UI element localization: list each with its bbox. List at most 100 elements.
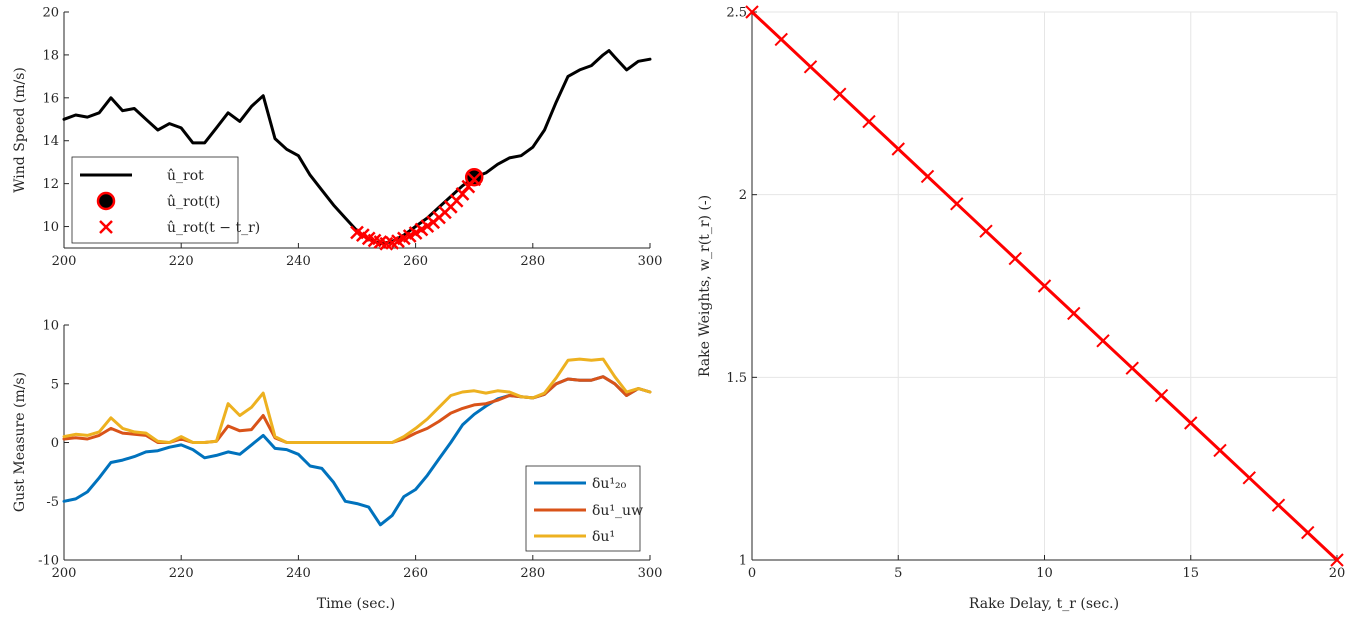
x-tick-label: 240 [286,254,311,269]
marker-stroke [1330,553,1344,567]
data-point-marker [467,172,482,187]
y-tick-label: 20 [42,6,59,21]
marker-stroke [1037,279,1052,293]
x-tick-label: 240 [286,566,311,581]
marker-stroke [803,60,818,74]
data-point-marker [979,224,993,238]
marker-stroke [1213,443,1227,458]
y-tick-label: 0 [51,436,59,451]
y-tick-label: 10 [42,220,59,235]
series-line [62,375,652,444]
data-point-marker [1096,334,1110,348]
rake-weights-plot-area: 0 5 10 15 20 1 1.5 2 2.5 [726,5,1346,581]
marker-stroke [1067,306,1081,321]
marker-stroke [1154,388,1169,403]
marker-stroke [1184,416,1198,430]
legend-marker-swatch [96,191,116,211]
marker-stroke [355,228,370,243]
data-point-marker [1213,443,1227,458]
marker-stroke [745,5,759,19]
x-tick-label: 220 [169,254,194,269]
marker-stroke [1271,498,1286,512]
data-point-marker [891,142,905,156]
rake-delay-xlabel: Rake Delay, t_r (sec.) [969,596,1119,612]
x-tick-label: 5 [894,566,902,581]
series-line [62,357,652,444]
data-point-marker [803,60,818,74]
marker-stroke [1242,471,1256,485]
marker-stroke [367,233,382,248]
data-point-marker [920,169,935,184]
marker-stroke [774,32,788,47]
data-point-marker [950,197,964,211]
marker-stroke [979,224,993,238]
data-point-marker [1330,553,1344,567]
y-tick-label: 1 [739,554,747,569]
legend-cross-swatch [99,220,113,234]
data-point-marker [1271,498,1286,512]
gust-measure-legend: δu¹₂₀ δu¹_uw δu¹ [525,465,643,552]
y-tick-label: 1.5 [726,371,747,386]
y-tick-label: 2.5 [726,6,747,21]
y-tick-label: 16 [42,91,59,106]
data-point-marker [1125,361,1139,375]
wind-speed-chart: 200 220 240 260 280 300 10 12 14 16 18 20 Wind Spee… [12,6,662,270]
y-tick-label: 12 [42,177,59,192]
y-tick-label: 14 [42,134,59,149]
data-point-marker [1184,416,1198,430]
marker-stroke [862,114,876,129]
data-point-marker [1037,279,1052,293]
x-tick-label: 10 [1036,566,1053,581]
x-tick-label: 20 [1329,566,1346,581]
marker-stroke [891,142,905,156]
gust-measure-chart: 200 220 240 260 280 300 -10 -5 0 5 10 Gust Measure… [12,319,662,613]
x-tick-label: 300 [638,566,663,581]
marker-stroke [950,197,964,211]
gust-measure-ylabel: Gust Measure (m/s) [12,372,28,512]
marker-stroke [373,235,388,249]
data-point-marker [464,167,484,187]
wind-speed-ylabel: Wind Speed (m/s) [12,67,28,193]
x-tick-label: 280 [520,566,545,581]
legend-entry-urot-t: û_rot(t) [167,194,220,210]
data-point-marker [833,87,847,101]
data-point-marker [1154,388,1169,403]
wind-speed-legend: û_rot û_rot(t) û_rot(t − t_r) [71,156,260,244]
x-tick-label: 220 [169,566,194,581]
legend-entry-du20: δu¹₂₀ [592,476,627,492]
marker-stroke [920,169,935,184]
marker-stroke [350,225,364,240]
marker-stroke [467,172,482,187]
marker-stroke [1125,361,1139,375]
rake-weights-ylabel: Rake Weights, w_r(t_r) (-) [697,195,713,377]
x-tick-label: 200 [52,254,77,269]
gust-measure-plot-area: 200 220 240 260 280 300 -10 -5 0 5 10 [38,319,662,582]
rake-weights-chart: 0 5 10 15 20 1 1.5 2 2.5 Rake Weights, w_r(t_r) … [697,5,1346,612]
marker-stroke [1096,334,1110,348]
marker-stroke [361,231,376,246]
marker-stroke [1301,525,1315,540]
legend-entry-du: δu¹ [592,529,615,545]
y-tick-label: -5 [46,495,59,510]
data-point-marker [1067,306,1081,321]
wind-speed-plot-area: 200 220 240 260 280 300 10 12 14 16 18 20 [42,6,662,270]
legend-entry-urot: û_rot [167,168,204,184]
x-tick-label: 260 [403,566,428,581]
y-tick-label: 18 [42,48,59,63]
y-tick-label: -10 [38,554,59,569]
y-tick-label: 10 [42,319,59,334]
time-xlabel: Time (sec.) [317,596,396,612]
x-tick-label: 15 [1182,566,1199,581]
data-point-marker [1301,525,1315,540]
data-point-marker [1008,251,1022,266]
legend-entry-duuw: δu¹_uw [592,503,643,519]
data-point-marker [774,32,788,47]
x-tick-label: 280 [520,254,545,269]
data-point-marker [1242,471,1256,485]
marker-stroke [833,87,847,101]
y-tick-label: 2 [739,188,747,203]
x-tick-label: 200 [52,566,77,581]
x-tick-label: 0 [748,566,756,581]
y-tick-label: 5 [51,377,59,392]
